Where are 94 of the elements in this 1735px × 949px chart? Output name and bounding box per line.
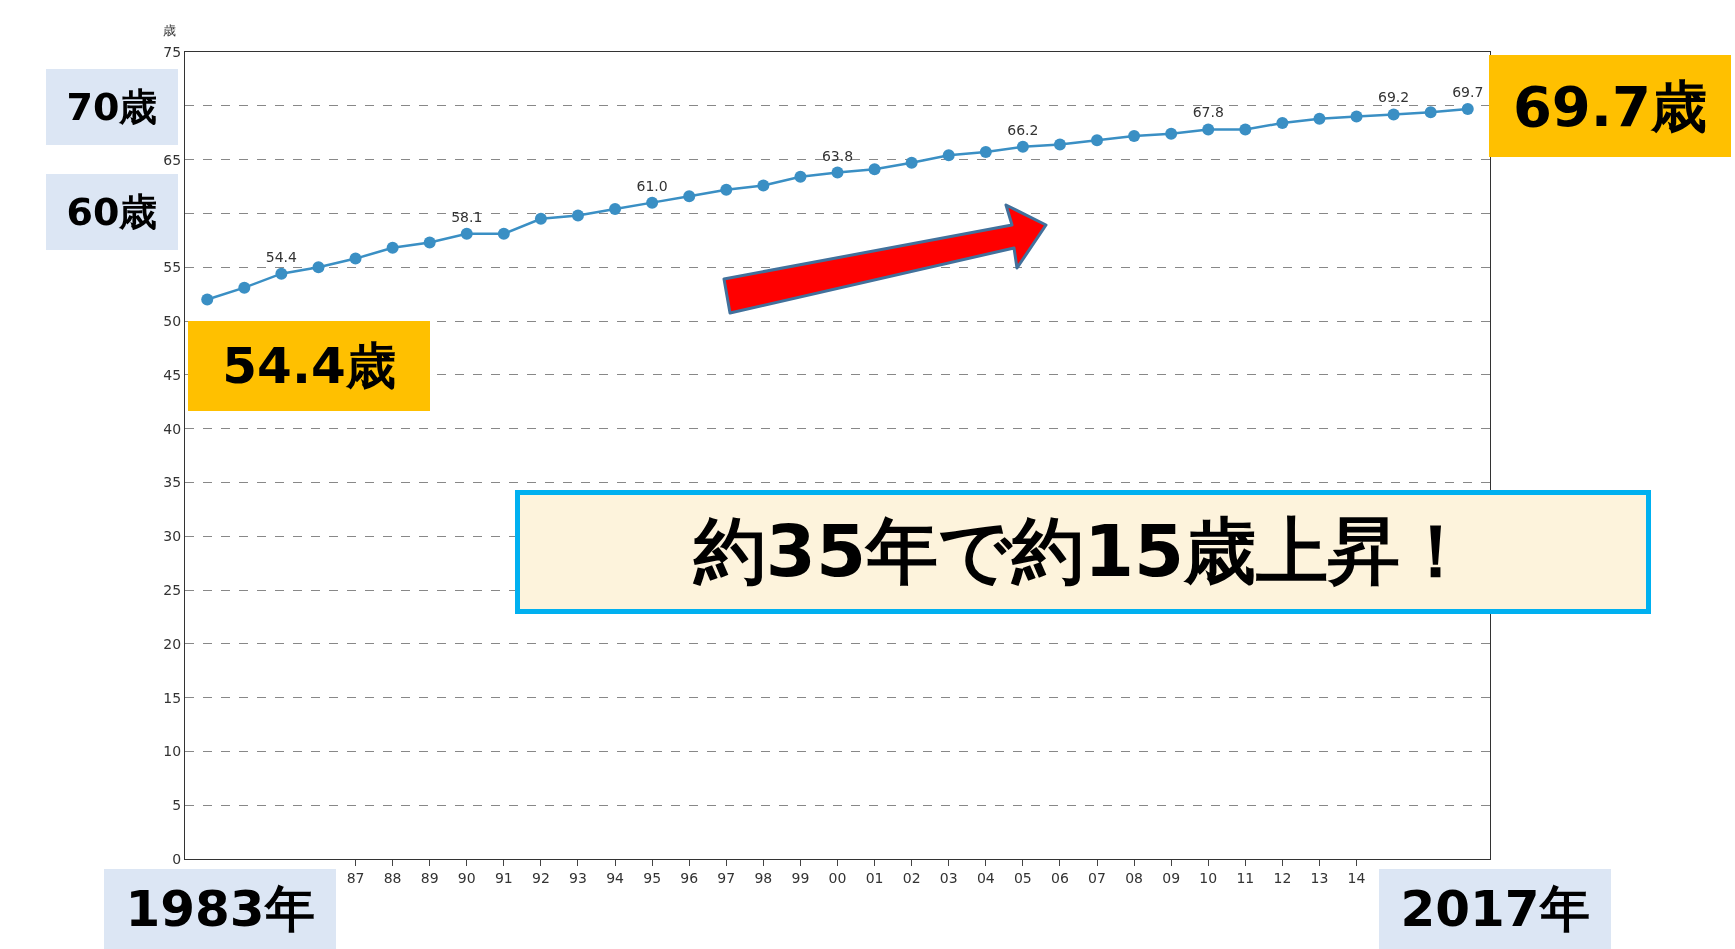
point (1053, 138, 1066, 151)
point (1424, 106, 1437, 119)
text: 60歳 (66, 190, 158, 234)
point (979, 146, 992, 159)
point (497, 227, 510, 240)
point (275, 267, 288, 280)
y-tick-label: 25 (163, 581, 182, 598)
data-label: 69.2 (1378, 89, 1410, 106)
x-tick-label: 01 (865, 869, 884, 886)
point (1350, 110, 1363, 123)
annotation: 54.4歳 (222, 337, 396, 395)
y-tick-label: 10 (163, 743, 182, 760)
x-tick-label: 10 (1199, 869, 1218, 886)
x-tick-label: 07 (1088, 869, 1106, 886)
point (1276, 117, 1289, 130)
x-tick-label: 12 (1273, 869, 1292, 886)
point (831, 166, 844, 179)
x-tick-label: 04 (976, 869, 995, 886)
text: 70歳 (66, 85, 158, 129)
y-tick-label: 35 (163, 474, 182, 491)
y-tick-label: 30 (163, 528, 182, 545)
y-tick-label: 15 (163, 689, 182, 706)
x-tick-label: 89 (420, 869, 439, 886)
text: 2017年 (1400, 880, 1590, 938)
point (1128, 129, 1141, 142)
point (349, 252, 362, 265)
x-tick-label: 05 (1013, 869, 1032, 886)
x-tick-label: 98 (754, 869, 773, 886)
x-tick-label: 02 (902, 869, 921, 886)
point (757, 179, 770, 192)
x-tick-label: 94 (606, 869, 625, 886)
data-label: 61.0 (636, 177, 668, 194)
x-tick-label: 03 (939, 869, 958, 886)
point (534, 212, 547, 225)
x-tick-label: 11 (1236, 869, 1255, 886)
data-label: 54.4 (265, 248, 298, 265)
y-tick-label: 0 (172, 850, 182, 867)
point (942, 149, 955, 162)
point (423, 236, 436, 249)
x-tick-label: 92 (532, 869, 550, 886)
point (1461, 103, 1474, 116)
x-tick-label: 88 (383, 869, 402, 886)
point (571, 209, 584, 222)
x-tick-label: 00 (828, 869, 847, 886)
point (1165, 127, 1178, 140)
y-tick-label: 65 (163, 151, 182, 168)
point (460, 227, 473, 240)
point (1016, 140, 1029, 153)
text-panel: 約35年で約15歳上昇！ (515, 490, 1651, 614)
data-label: 69.7 (1452, 84, 1484, 101)
y-tick-label: 5 (172, 797, 182, 814)
data-label: 58.1 (451, 208, 483, 225)
x-tick-label: 95 (643, 869, 662, 886)
point (1091, 134, 1104, 147)
point (238, 281, 251, 294)
point (683, 190, 696, 203)
x-tick-label: 90 (457, 869, 476, 886)
data-label: 66.2 (1007, 121, 1039, 138)
y-tick-label: 45 (163, 366, 182, 383)
data-label: 67.8 (1192, 104, 1224, 121)
y-tick-label: 20 (163, 635, 182, 652)
x-tick-label: 99 (791, 869, 810, 886)
point (1387, 108, 1400, 121)
x-tick-label: 13 (1310, 869, 1329, 886)
x-tick-label: 93 (569, 869, 587, 886)
y-tick-label: 40 (163, 420, 182, 437)
x-tick-label: 96 (680, 869, 699, 886)
x-tick-label: 06 (1051, 869, 1069, 886)
y-tick-label: 50 (163, 312, 182, 329)
point (609, 203, 622, 216)
point (1202, 123, 1215, 136)
point (794, 170, 807, 183)
annotation: 約35年で約15歳上昇！ (693, 508, 1473, 595)
x-tick-label: 14 (1347, 869, 1366, 886)
y-tick-label: 75 (163, 43, 182, 60)
point (720, 183, 733, 196)
x-tick-label: 09 (1162, 869, 1181, 886)
y-axis-title: 歳 (163, 23, 176, 38)
point (386, 241, 399, 254)
point (1239, 123, 1252, 136)
text: 69.7歳 (1512, 73, 1708, 139)
point (905, 156, 918, 169)
x-tick-label: 08 (1125, 869, 1143, 886)
x-tick-label: 97 (717, 869, 736, 886)
x-tick-label: 91 (494, 869, 513, 886)
point (201, 293, 214, 306)
point (312, 261, 325, 274)
text: 1983年 (125, 880, 315, 938)
x-tick-label: 87 (346, 869, 365, 886)
point (646, 196, 659, 209)
point (1313, 112, 1326, 125)
data-label: 63.8 (821, 147, 854, 164)
point (868, 163, 881, 176)
y-tick-label: 55 (163, 259, 182, 276)
